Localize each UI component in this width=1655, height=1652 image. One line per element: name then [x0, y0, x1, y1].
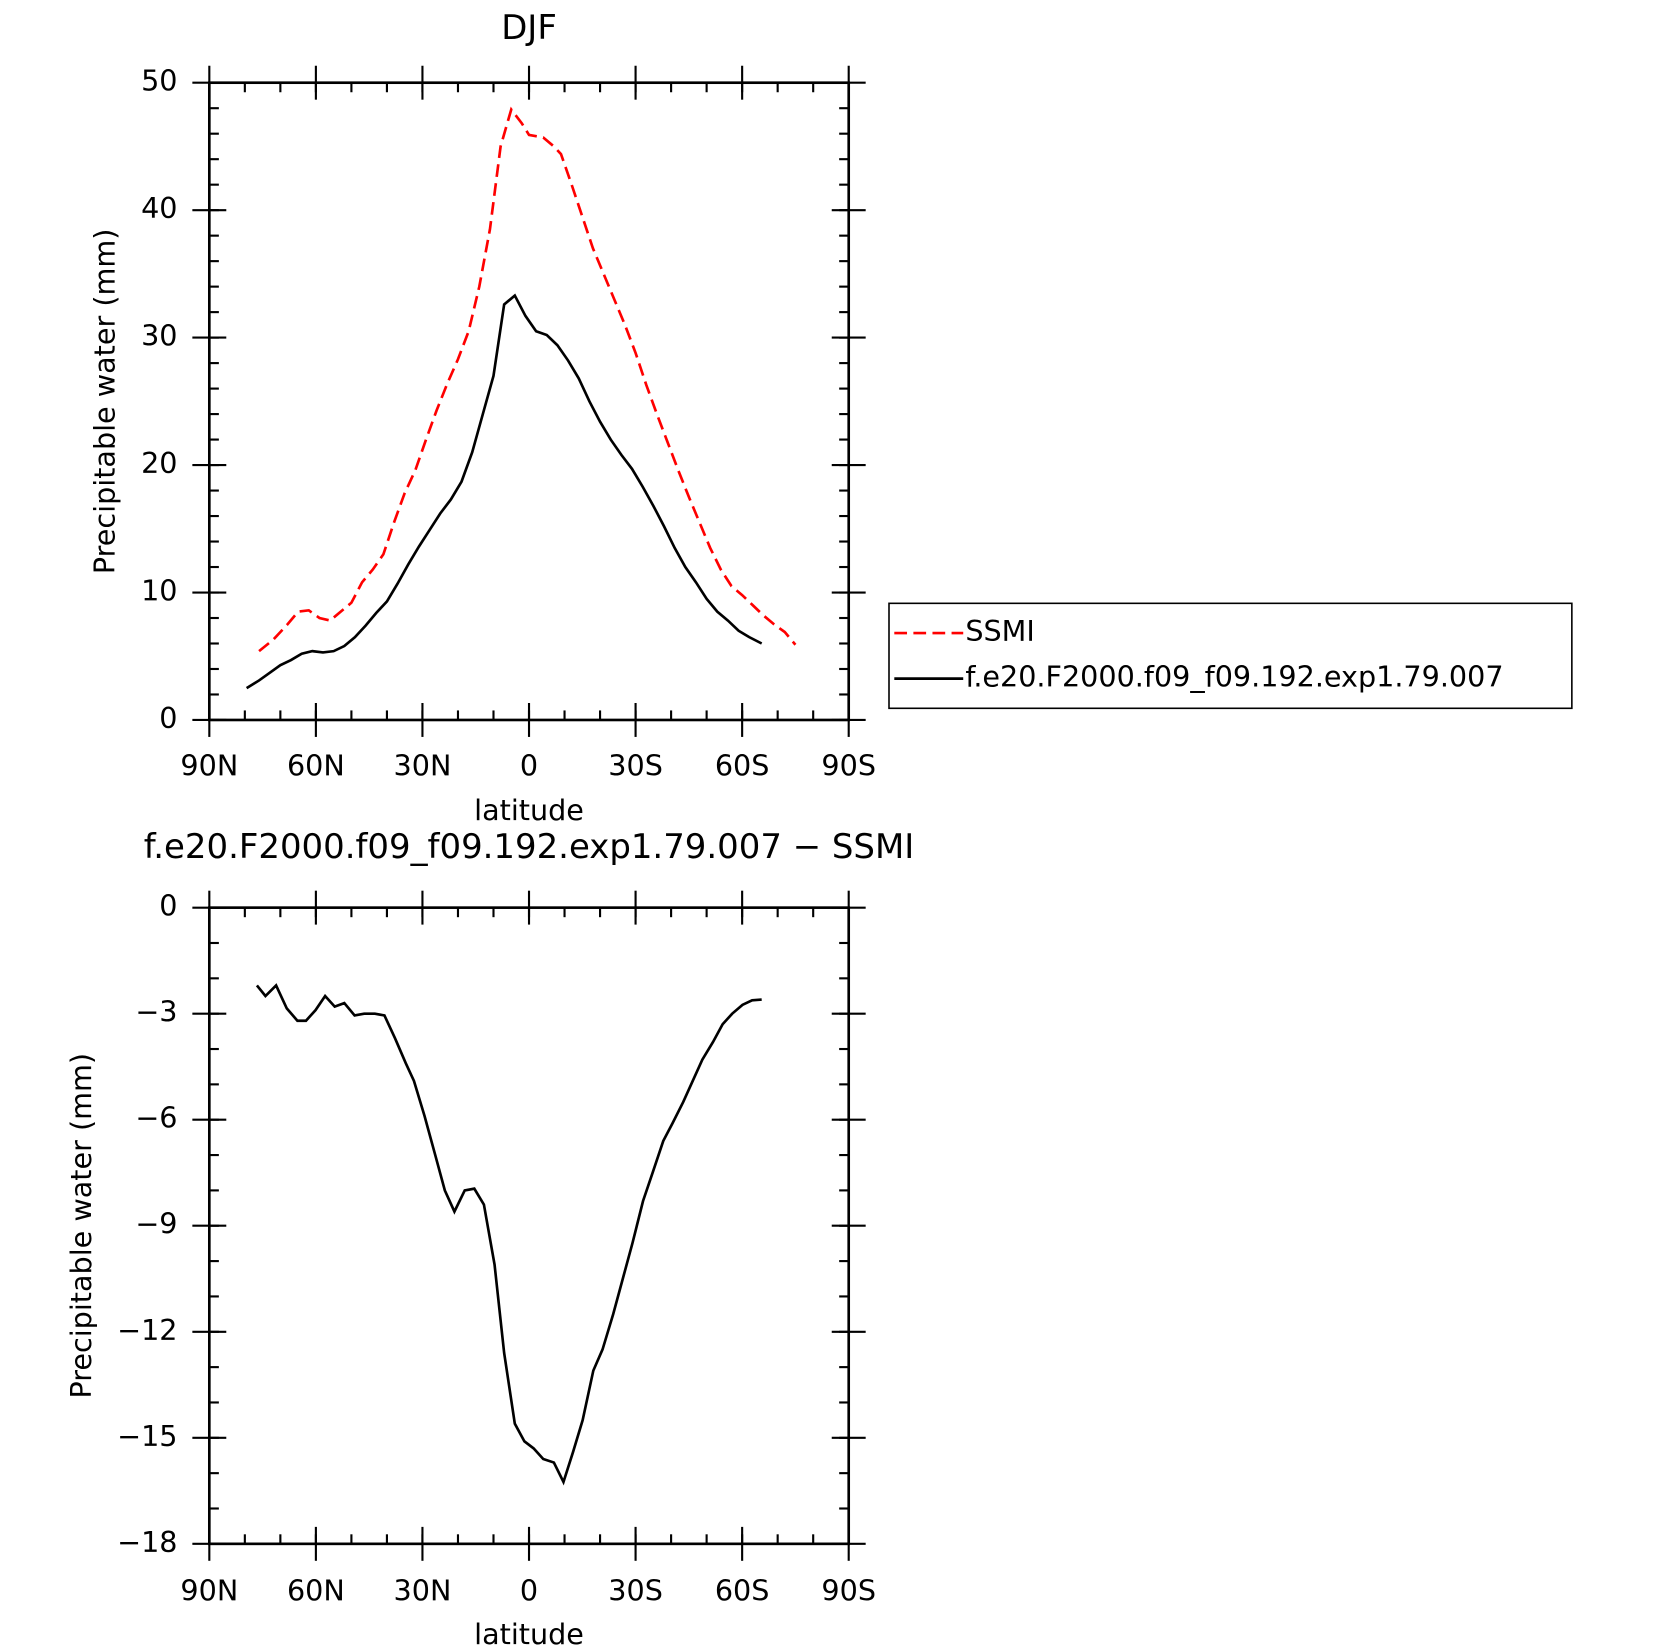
y-tick-label: −12	[117, 1313, 177, 1347]
x-axis-label: latitude	[474, 1617, 584, 1651]
x-tick-label: 90N	[180, 1574, 238, 1608]
chart-title: f.e20.F2000.f09_f09.192.exp1.79.007 − SS…	[144, 828, 914, 867]
x-tick-label: 30S	[608, 749, 663, 783]
y-tick-label: 30	[141, 319, 177, 353]
x-tick-label: 0	[520, 749, 538, 783]
y-axis-label: Precipitable water (mm)	[87, 229, 121, 575]
x-tick-label: 90S	[821, 1574, 876, 1608]
plot-frame	[208, 906, 851, 1546]
y-tick-label: −18	[117, 1525, 177, 1559]
x-tick-label: 60N	[287, 749, 345, 783]
plot-frame	[208, 81, 851, 722]
legend-label: f.e20.F2000.f09_f09.192.exp1.79.007	[965, 660, 1503, 694]
y-tick-label: 10	[141, 574, 177, 608]
x-tick-label: 30N	[394, 749, 452, 783]
y-tick-label: −15	[117, 1419, 177, 1453]
legend-label: SSMI	[965, 614, 1034, 648]
x-tick-label: 90N	[180, 749, 238, 783]
x-tick-label: 0	[520, 1574, 538, 1608]
y-tick-label: −9	[135, 1207, 177, 1241]
data-line	[258, 106, 797, 653]
data-line	[245, 293, 763, 690]
legend-box	[888, 602, 1573, 710]
x-tick-label: 60N	[287, 1574, 345, 1608]
y-tick-label: −6	[135, 1101, 177, 1135]
data-line	[255, 983, 762, 1486]
x-axis-label: latitude	[474, 793, 584, 827]
y-tick-label: −3	[135, 995, 177, 1029]
y-tick-label: 40	[141, 191, 177, 225]
y-tick-label: 0	[159, 889, 177, 923]
x-tick-label: 90S	[821, 749, 876, 783]
x-tick-label: 60S	[715, 1574, 770, 1608]
chart-title: DJF	[501, 9, 557, 48]
x-tick-label: 30S	[608, 1574, 663, 1608]
x-tick-label: 60S	[715, 749, 770, 783]
y-axis-label: Precipitable water (mm)	[64, 1053, 98, 1399]
y-tick-label: 0	[159, 701, 177, 735]
y-tick-label: 20	[141, 446, 177, 480]
y-tick-label: 50	[141, 64, 177, 98]
x-tick-label: 30N	[394, 1574, 452, 1608]
